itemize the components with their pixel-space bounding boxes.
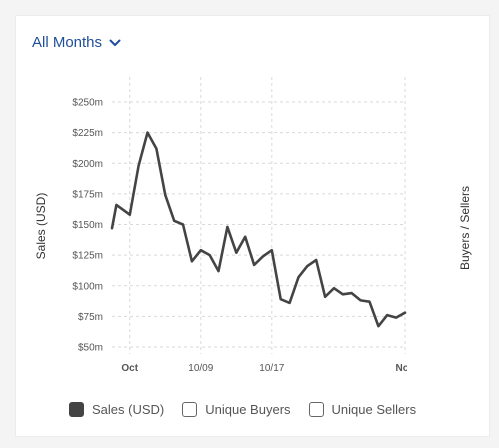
y-axis-label-right: Buyers / Sellers <box>458 186 472 270</box>
unique-buyers-checkbox[interactable] <box>182 402 198 417</box>
y-tick-label: $150m <box>72 220 103 231</box>
legend-label-unique-buyers: Unique Buyers <box>205 402 291 417</box>
chart-card <box>16 16 489 436</box>
unique-sellers-checkbox[interactable] <box>308 402 324 417</box>
legend-label-sales: Sales (USD) <box>92 402 165 417</box>
x-tick-label: Oct <box>121 363 138 374</box>
x-tick-label: 10/09 <box>188 363 213 374</box>
y-axis-label-left: Sales (USD) <box>34 193 48 260</box>
legend-item-unique-sellers[interactable]: Unique Sellers <box>308 402 417 417</box>
y-tick-label: $75m <box>78 312 103 323</box>
y-tick-label: $100m <box>72 281 103 292</box>
chevron-down-icon <box>109 39 121 46</box>
y-tick-label: $125m <box>72 251 103 262</box>
chart-legend: Sales (USD) Unique Buyers Unique Sellers <box>69 402 434 417</box>
y-tick-label: $175m <box>72 189 103 200</box>
x-tick-label: 10/17 <box>259 363 284 374</box>
month-filter-label: All Months <box>32 34 103 51</box>
legend-item-unique-buyers[interactable]: Unique Buyers <box>182 402 291 417</box>
y-tick-label: $50m <box>78 343 103 354</box>
sales-checkbox[interactable] <box>69 402 84 417</box>
legend-item-sales[interactable]: Sales (USD) <box>69 402 164 417</box>
x-tick-label: Nov <box>396 363 415 374</box>
y-tick-label: $200m <box>72 159 103 170</box>
y-tick-label: $250m <box>72 98 103 109</box>
month-filter-dropdown[interactable]: All Months <box>32 34 121 51</box>
y-tick-label: $225m <box>72 128 103 139</box>
sales-series-line <box>110 131 407 328</box>
legend-label-unique-sellers: Unique Sellers <box>331 402 417 417</box>
